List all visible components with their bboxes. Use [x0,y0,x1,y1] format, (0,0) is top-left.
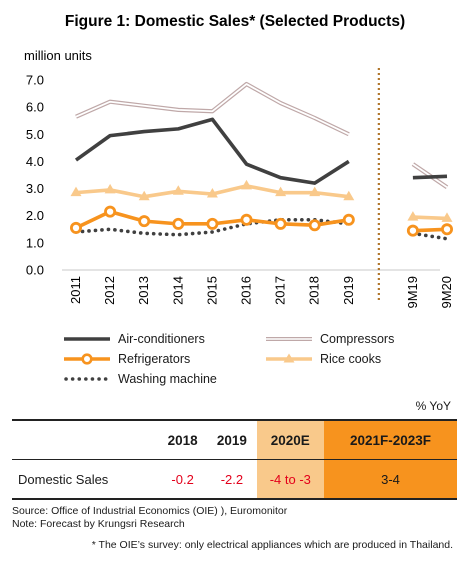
data-point [138,215,151,228]
y-axis-ticks: 0.0 1.0 2.0 3.0 4.0 5.0 6.0 7.0 [26,73,44,278]
domestic-sales-table: 2018 2019 2020E 2021F-2023F Domestic Sal… [12,419,457,500]
x-tick-label: 2018 [307,276,322,305]
x-tick-label: 2019 [341,276,356,305]
series-line [74,117,350,185]
y-tick-label: 3.0 [26,181,44,196]
x-tick-label: 2014 [170,276,185,305]
data-point [342,213,355,226]
x-tick-label: 2016 [239,276,254,305]
value-2019: -2.2 [207,459,257,500]
x-tick-label: 9M20 [439,276,454,309]
series-line [412,215,448,221]
chart-title: Figure 1: Domestic Sales* (Selected Prod… [65,13,405,30]
series-line [74,217,351,237]
row-label: Domestic Sales [12,459,158,500]
series-line-inner [75,83,350,136]
data-point [104,205,117,218]
y-tick-label: 1.0 [26,235,44,250]
data-point [138,190,150,201]
x-tick-label: 2013 [136,276,151,305]
y-tick-label: 0.0 [26,263,44,278]
data-point [308,219,321,232]
header-2020e: 2020E [256,419,325,460]
footnote: * The OIE’s survey: only electrical appl… [91,539,453,551]
line-chart: Figure 1: Domestic Sales* (Selected Prod… [24,13,454,309]
header-2019: 2019 [207,419,257,460]
data-point [406,224,419,237]
header-2021f-2023f: 2021F-2023F [324,419,457,460]
data-point [70,221,83,234]
forecast-note: Note: Forecast by Krungsri Research [12,518,185,530]
y-tick-label: 6.0 [26,100,44,115]
data-point [172,217,185,230]
header-blank [12,419,158,460]
x-axis-ticks: 2011 2012 2013 2014 2015 2016 2017 2018 2019 9M19… [68,276,454,309]
data-point [104,183,116,194]
value-2020e: -4 to -3 [256,459,325,500]
data-point [440,223,453,236]
series-line [412,174,448,180]
series-fridge [70,205,453,237]
data-point [241,179,252,190]
value-2021f-2023f: 3-4 [324,459,457,500]
series-air [74,117,448,185]
data-point [172,185,184,195]
data-point [407,211,419,221]
value-2018: -0.2 [158,459,208,500]
header-2018: 2018 [158,419,208,460]
series-wash [74,217,449,241]
x-tick-label: 2011 [68,276,83,304]
y-tick-label: 4.0 [26,154,44,169]
table-unit: % YoY [415,399,451,413]
source-text: Source: Office of Industrial Economics (… [12,505,288,517]
data-point [206,217,219,230]
y-tick-label: 7.0 [26,73,44,88]
x-tick-label: 9M19 [405,276,420,309]
series-layer [70,81,453,241]
data-point [240,213,253,226]
x-tick-label: 2012 [102,276,117,305]
table-row: Domestic Sales -0.2 -2.2 -4 to -3 3-4 [12,459,457,500]
data-point [70,186,82,197]
x-tick-label: 2017 [273,276,288,305]
data-point [343,190,355,201]
source-notes: Source: Office of Industrial Economics (… [12,505,287,531]
x-tick-label: 2015 [204,276,219,305]
y-axis-label: million units [24,48,92,63]
table-header-row: 2018 2019 2020E 2021F-2023F [12,419,457,460]
data-point [441,212,453,222]
series-line [411,231,449,241]
y-tick-label: 5.0 [26,127,44,142]
data-point [309,186,321,197]
y-tick-label: 2.0 [26,208,44,223]
data-point [206,188,218,198]
series-line [75,81,350,137]
series-rice [70,179,453,222]
data-point [274,217,287,230]
data-point [275,186,287,197]
